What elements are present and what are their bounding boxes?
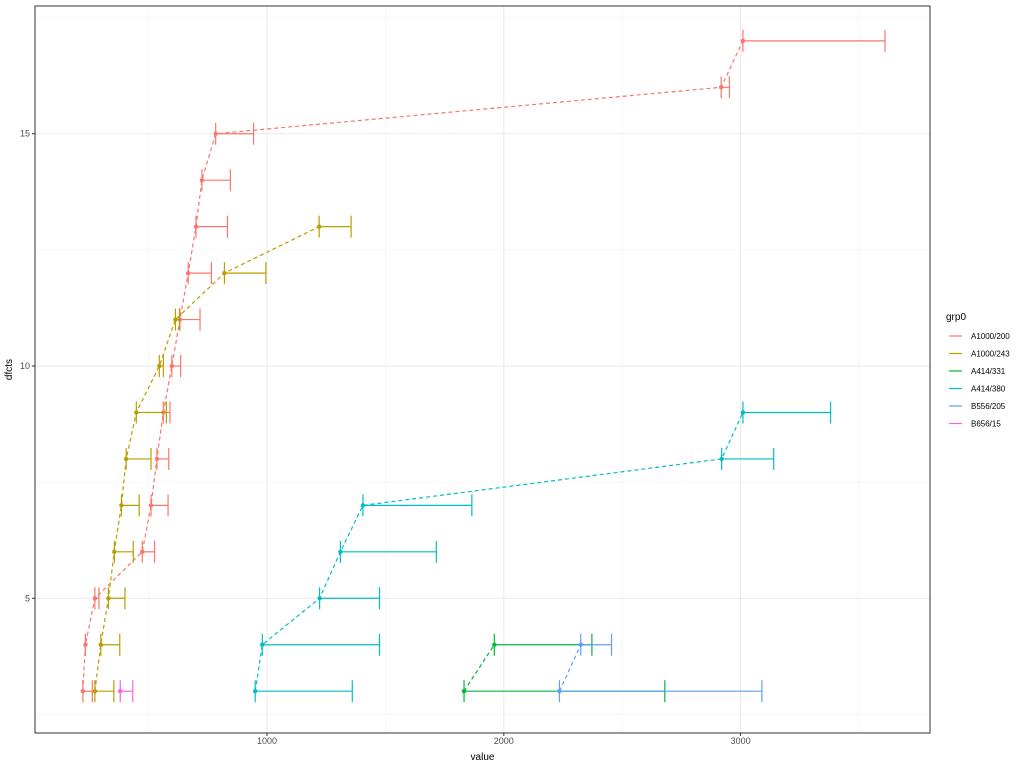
data-point xyxy=(193,224,199,229)
series-b556-205 xyxy=(557,633,763,703)
legend-label: B656/15 xyxy=(971,420,1001,429)
data-point xyxy=(123,456,129,462)
grid-lines xyxy=(35,6,930,733)
data-point xyxy=(98,642,104,647)
data-point xyxy=(148,503,154,508)
data-point xyxy=(199,178,205,183)
data-point xyxy=(173,317,178,322)
series-line xyxy=(463,644,495,692)
x-tick-label: 1000 xyxy=(257,736,277,746)
series-a1000-243 xyxy=(92,215,352,703)
y-tick-label: 10 xyxy=(20,361,30,371)
data-point xyxy=(154,456,160,462)
data-point xyxy=(80,688,86,694)
data-point xyxy=(213,131,218,136)
data-point xyxy=(169,363,175,369)
data-point xyxy=(360,503,366,508)
data-point xyxy=(106,596,111,601)
data-point xyxy=(461,688,467,694)
data-point xyxy=(316,224,322,229)
series-a1000-200 xyxy=(80,29,886,703)
data-point xyxy=(557,688,562,694)
data-point xyxy=(92,596,98,601)
x-axis-title: value xyxy=(471,752,495,763)
panel-background xyxy=(35,6,930,733)
data-point xyxy=(92,688,98,694)
legend-label: A1000/243 xyxy=(971,350,1010,359)
plot-border xyxy=(34,5,931,734)
series-line xyxy=(558,644,582,692)
series-b656-15 xyxy=(118,680,134,703)
data-point xyxy=(185,270,191,276)
series-line xyxy=(82,40,744,692)
data-point xyxy=(119,503,124,508)
data-point xyxy=(718,85,724,90)
legend-label: A1000/200 xyxy=(971,332,1010,341)
legend-label: A414/380 xyxy=(971,385,1006,394)
data-point xyxy=(222,270,227,276)
x-tick-label: 3000 xyxy=(731,736,751,746)
legend: grp0 A1000/200 A1000/243 A414/331 A414/380 B… xyxy=(946,312,1010,429)
series-a414-380 xyxy=(252,401,832,703)
data-point xyxy=(134,410,139,415)
data-point xyxy=(83,642,88,647)
data-point xyxy=(252,688,258,694)
data-point xyxy=(338,549,343,555)
y-tick-label: 15 xyxy=(20,129,30,139)
y-axis-title: dfcts xyxy=(4,359,15,380)
data-point xyxy=(740,38,746,44)
data-point xyxy=(719,456,724,462)
data-point xyxy=(492,642,497,647)
legend-label: B556/205 xyxy=(971,402,1006,411)
plot-panel xyxy=(35,6,930,733)
legend-title: grp0 xyxy=(946,312,966,323)
axis-ticks: 1000 2000 3000 5 10 15 xyxy=(20,129,751,746)
data-point xyxy=(260,642,265,647)
data-point xyxy=(118,688,123,694)
y-tick-label: 5 xyxy=(25,593,30,603)
x-tick-label: 2000 xyxy=(494,736,514,746)
data-point xyxy=(740,410,746,415)
legend-label: A414/331 xyxy=(971,367,1006,376)
data-point xyxy=(157,363,162,369)
series-layer xyxy=(80,29,886,703)
data-point xyxy=(140,549,145,555)
data-point xyxy=(112,549,117,555)
data-point xyxy=(578,642,583,647)
data-point xyxy=(317,596,322,601)
